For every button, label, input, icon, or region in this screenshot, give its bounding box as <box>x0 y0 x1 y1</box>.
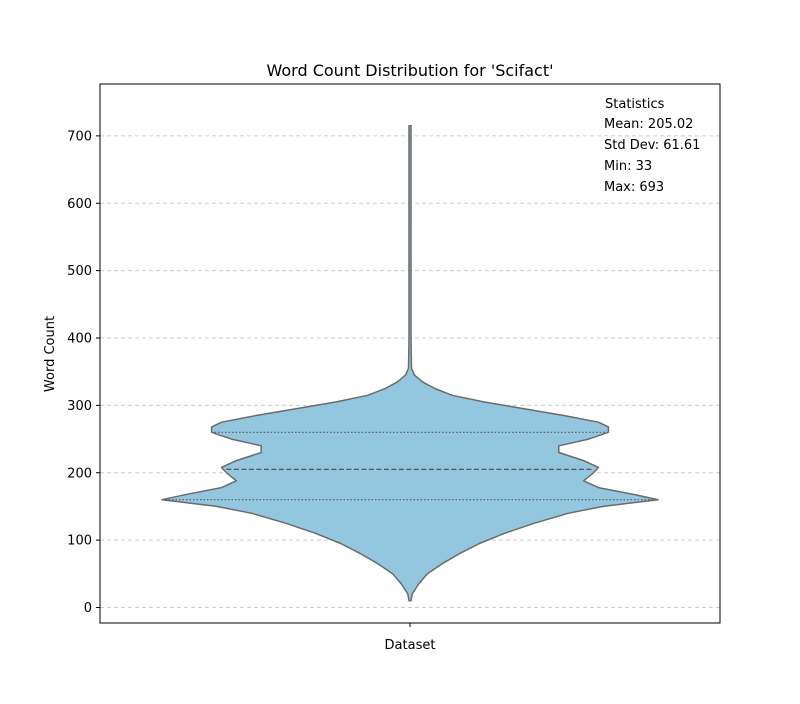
y-tick-label: 500 <box>67 264 92 279</box>
y-tick-label: 700 <box>67 129 92 144</box>
y-tick-label: 300 <box>67 399 92 414</box>
y-tick-label: 600 <box>67 197 92 212</box>
statistics-annotation: Statistics Mean: 205.02 Std Dev: 61.61 M… <box>604 97 700 195</box>
statistics-max: Max: 693 <box>604 180 664 195</box>
statistics-min: Min: 33 <box>604 159 652 174</box>
chart-title: Word Count Distribution for 'Scifact' <box>266 61 553 80</box>
quartile-lines <box>165 431 655 501</box>
y-tick-label: 400 <box>67 332 92 347</box>
statistics-heading: Statistics <box>605 97 665 112</box>
y-axis-label: Word Count <box>43 316 58 392</box>
y-tick-label: 0 <box>84 601 92 616</box>
statistics-mean: Mean: 205.02 <box>604 117 693 132</box>
y-tick-label: 100 <box>67 534 92 549</box>
x-axis-label: Dataset <box>385 638 436 653</box>
statistics-std-dev: Std Dev: 61.61 <box>604 138 700 153</box>
y-tick-label: 200 <box>67 466 92 481</box>
violin-body <box>161 125 659 602</box>
y-axis-ticks: 0 100 200 300 400 500 600 700 <box>67 129 100 616</box>
violin-group <box>161 125 659 602</box>
